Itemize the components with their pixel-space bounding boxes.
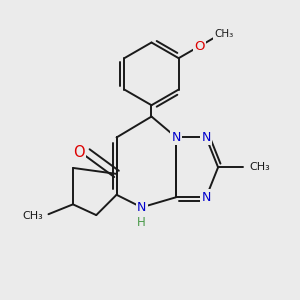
Text: N: N	[202, 191, 211, 204]
Text: N: N	[172, 131, 181, 144]
Text: N: N	[202, 131, 211, 144]
Text: CH₃: CH₃	[22, 211, 43, 221]
Text: CH₃: CH₃	[214, 29, 234, 39]
Text: N: N	[137, 201, 146, 214]
Text: O: O	[73, 145, 85, 160]
Text: O: O	[194, 40, 205, 53]
Text: CH₃: CH₃	[249, 162, 270, 172]
Text: H: H	[137, 216, 146, 230]
